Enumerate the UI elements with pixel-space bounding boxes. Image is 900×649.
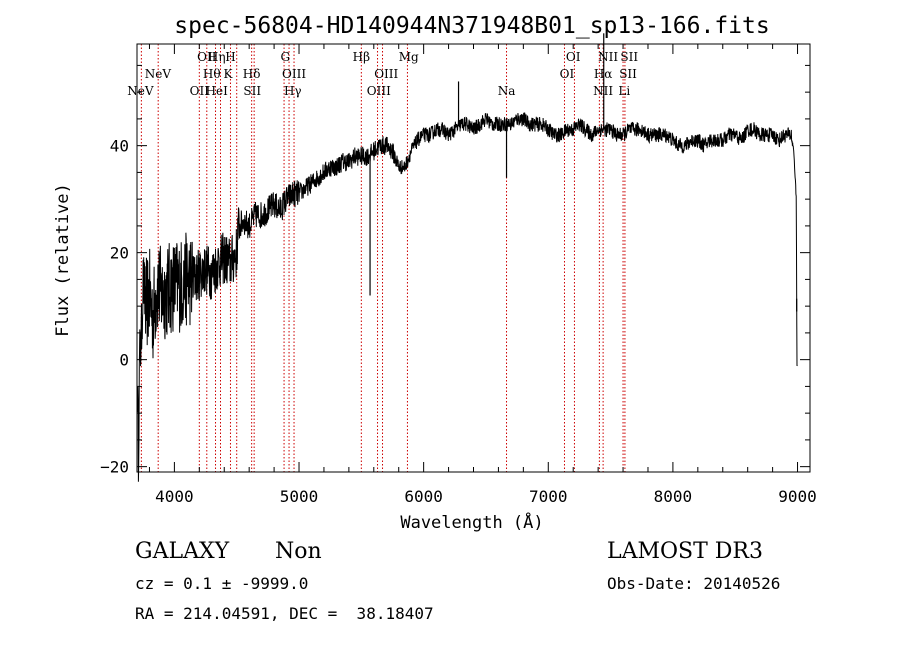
y-tick-label: 0 xyxy=(119,351,129,370)
x-tick-label: 9000 xyxy=(778,487,817,506)
line-label: SII xyxy=(620,50,638,64)
y-tick-label: 40 xyxy=(110,137,129,156)
line-label: Mg xyxy=(399,50,419,64)
plot-frame xyxy=(136,43,811,473)
line-label: OII xyxy=(197,50,217,64)
line-label: Hδ xyxy=(243,67,261,81)
spectrum-line xyxy=(137,112,798,482)
chart-title: spec-56804-HD140944N371948B01_sp13-166.f… xyxy=(174,13,769,39)
line-label: Hβ xyxy=(353,50,370,64)
spectrum-features xyxy=(369,33,798,312)
y-tick-label: 20 xyxy=(110,244,129,263)
obs-date-text: Obs-Date: 20140526 xyxy=(607,574,780,593)
line-label: SII xyxy=(243,84,261,98)
line-label: G xyxy=(281,50,291,64)
line-label: OI xyxy=(566,50,581,64)
redshift-text: cz = 0.1 ± -9999.0 xyxy=(135,574,308,593)
x-axis: 4000 5000 6000 7000 8000 9000 xyxy=(148,44,817,506)
line-label: OIII xyxy=(374,67,398,81)
x-tick-label: 4000 xyxy=(155,487,194,506)
line-label: OI xyxy=(560,67,575,81)
x-tick-label: 8000 xyxy=(654,487,693,506)
line-label: OIII xyxy=(367,84,391,98)
object-subclass: Non xyxy=(275,539,322,564)
line-label: HeI xyxy=(206,84,229,98)
object-class: GALAXY xyxy=(135,539,230,564)
line-label: SII xyxy=(619,67,637,81)
coordinates-text: RA = 214.04591, DEC = 38.18407 xyxy=(135,604,434,623)
line-label: NeV xyxy=(127,84,154,98)
line-label: Hγ xyxy=(284,84,302,98)
line-label: OII xyxy=(190,84,210,98)
line-label: Hθ xyxy=(203,67,221,81)
line-label: H xyxy=(225,50,235,64)
y-axis-label: Flux (relative) xyxy=(53,183,73,337)
line-label: Li xyxy=(618,84,630,98)
line-label: NII xyxy=(598,50,618,64)
line-label: OIII xyxy=(282,67,306,81)
survey-label: LAMOST DR3 xyxy=(607,539,763,564)
line-label: NeV xyxy=(145,67,172,81)
line-label: Na xyxy=(498,84,516,98)
x-tick-label: 5000 xyxy=(280,487,319,506)
x-tick-label: 6000 xyxy=(404,487,443,506)
x-axis-label: Wavelength (Å) xyxy=(400,511,543,533)
y-tick-label: −20 xyxy=(100,458,129,477)
x-tick-label: 7000 xyxy=(529,487,568,506)
line-label: K xyxy=(223,67,233,81)
line-label: Hη xyxy=(208,50,226,64)
y-axis: −20 0 20 40 xyxy=(100,64,810,477)
line-label: Hα xyxy=(594,67,613,81)
